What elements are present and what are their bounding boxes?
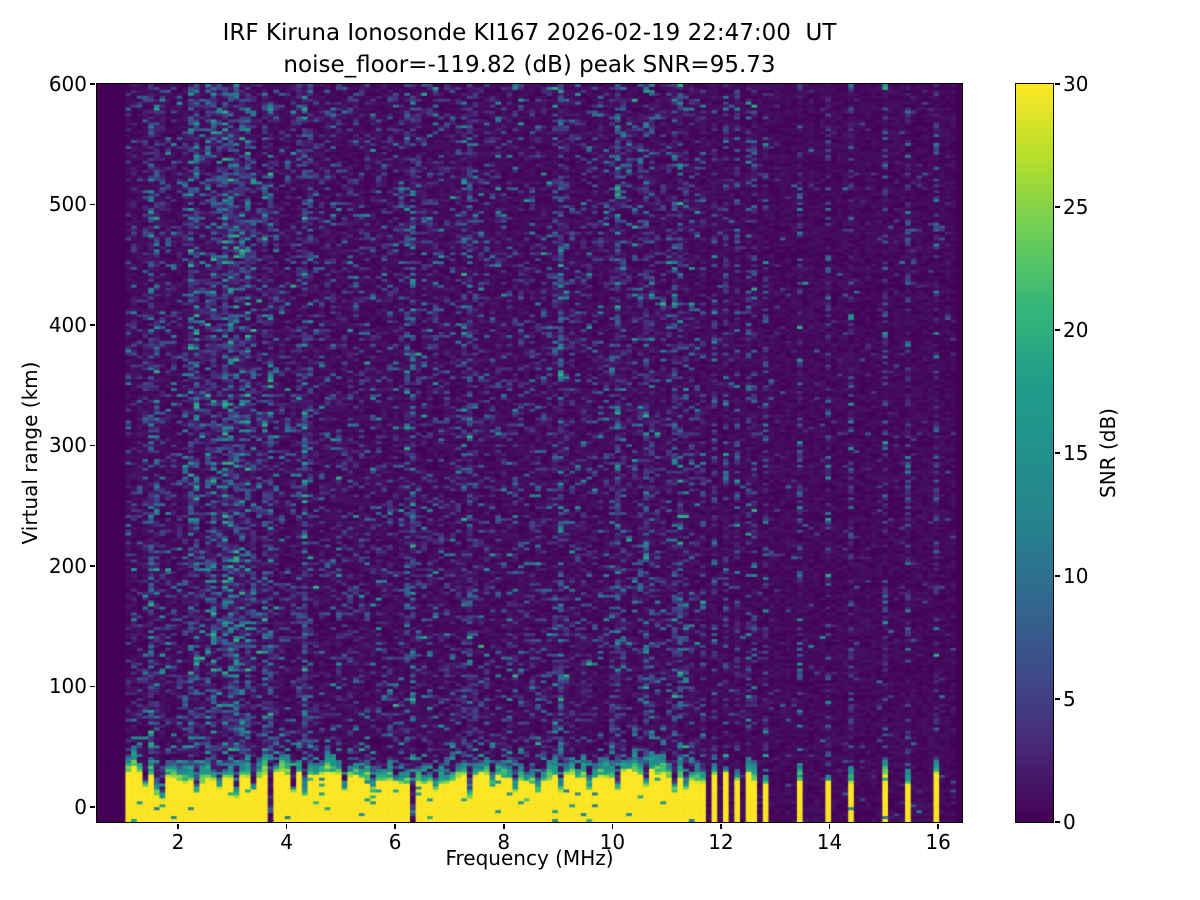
x-tick-mark xyxy=(503,823,505,829)
y-tick-label: 600 xyxy=(48,72,87,96)
chart-title: IRF Kiruna Ionosonde KI167 2026-02-19 22… xyxy=(222,20,837,46)
colorbar-tick-label: 25 xyxy=(1063,195,1089,219)
y-tick-mark xyxy=(90,203,96,206)
colorbar-tick-label: 5 xyxy=(1063,687,1076,711)
y-tick-mark xyxy=(90,685,96,688)
colorbar-tick-label: 10 xyxy=(1063,564,1089,588)
y-tick-mark xyxy=(90,806,96,808)
y-tick-mark xyxy=(90,83,96,85)
x-tick-label: 12 xyxy=(708,830,734,854)
x-tick-label: 8 xyxy=(497,830,511,854)
x-tick-label: 10 xyxy=(599,830,626,854)
x-tick-label: 16 xyxy=(925,830,951,854)
x-tick-label: 14 xyxy=(816,830,843,854)
colorbar-tick-label: 30 xyxy=(1063,72,1089,96)
x-tick-mark xyxy=(177,823,179,829)
y-tick-label: 500 xyxy=(48,192,87,217)
y-tick-mark xyxy=(90,565,96,567)
colorbar-tick-mark xyxy=(1054,206,1060,208)
y-tick-label: 200 xyxy=(48,553,87,578)
y-tick-label: 400 xyxy=(48,312,87,337)
x-tick-mark xyxy=(937,823,939,829)
colorbar-label: SNR (dB) xyxy=(1096,408,1120,498)
colorbar-gradient-canvas xyxy=(1015,83,1054,823)
x-tick-mark xyxy=(828,823,831,829)
x-tick-mark xyxy=(285,823,288,829)
x-tick-mark xyxy=(611,823,614,829)
colorbar-tick-mark xyxy=(1054,698,1060,700)
x-tick-label: 4 xyxy=(280,830,293,854)
colorbar-tick-mark xyxy=(1054,821,1060,823)
colorbar-tick-mark xyxy=(1054,452,1060,454)
y-tick-mark xyxy=(90,324,96,326)
chart-subtitle: noise_floor=-119.82 (dB) peak SNR=95.73 xyxy=(283,52,776,78)
y-tick-label: 0 xyxy=(74,794,87,819)
y-tick-label: 100 xyxy=(48,674,87,699)
colorbar-tick-mark xyxy=(1054,329,1060,331)
colorbar-tick-mark xyxy=(1054,83,1060,85)
x-tick-label: 6 xyxy=(388,830,402,854)
x-tick-label: 2 xyxy=(171,830,185,854)
ionogram-heatmap-canvas xyxy=(96,83,963,823)
colorbar-tick-mark xyxy=(1054,575,1060,577)
colorbar-tick-label: 20 xyxy=(1063,318,1089,342)
colorbar-tick-label: 15 xyxy=(1063,441,1089,465)
x-axis-label: Frequency (MHz) xyxy=(445,846,614,870)
colorbar-tick-label: 0 xyxy=(1063,810,1076,834)
x-tick-mark xyxy=(720,823,722,829)
y-tick-mark xyxy=(90,444,96,447)
y-tick-label: 300 xyxy=(48,433,87,458)
x-tick-mark xyxy=(394,823,396,829)
